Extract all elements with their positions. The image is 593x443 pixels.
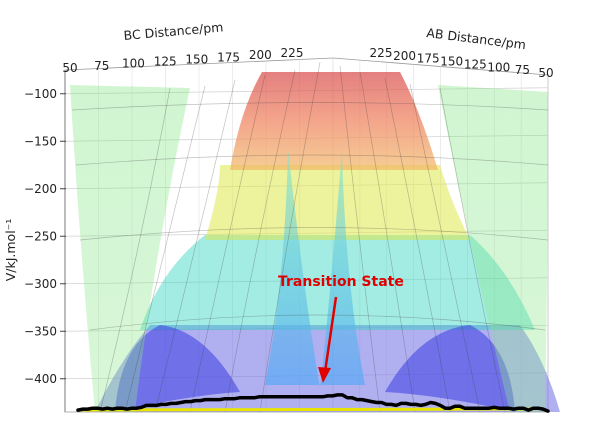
ab-tick-label: 125 [464,57,487,71]
bc-axis-label: BC Distance/pm [123,19,224,43]
right-valley-well [385,325,515,412]
z-tick-label: −150 [24,134,57,148]
bc-tick-label: 150 [185,52,208,66]
bc-tick-label: 200 [249,48,272,62]
bc-tick-label: 225 [281,46,304,60]
bc-tick-label: 75 [94,59,109,73]
transition-state-annotation: Transition State [278,274,404,383]
bc-tick-label: 125 [154,55,177,69]
transition-state-arrow [323,296,338,373]
bc-tick-label: 175 [217,50,240,64]
bc-axis: BC Distance/pm 50 75 100 125 150 175 200 225 [62,19,303,75]
z-tick-label: −350 [24,324,57,338]
ab-axis-label: AB Distance/pm [426,25,527,52]
z-tick-label: −100 [24,87,57,101]
surface-mesh [71,61,549,413]
z-axis: −100 −150 −200 −250 −300 −350 −400 V/kJ.mol⁻¹ [3,70,66,412]
left-wall [70,85,190,412]
ab-tick-label: 175 [417,52,440,66]
left-valley-well [115,325,240,412]
transition-state-arrowhead [318,367,331,383]
ab-tick-label: 100 [487,60,510,74]
surface [70,61,560,413]
bc-tick-label: 50 [62,61,77,75]
ab-tick-label: 150 [440,55,463,69]
trajectory-path [76,393,550,413]
z-axis-label: V/kJ.mol⁻¹ [3,219,18,282]
z-tick-label: −250 [24,229,57,243]
right-wall [438,85,548,412]
ab-tick-label: 75 [515,63,530,77]
ab-tick-label: 225 [370,46,393,60]
baseline-projection [79,407,536,412]
z-tick-label: −300 [24,277,57,291]
z-tick-label: −400 [24,372,57,386]
surface-band-yellow [205,165,470,240]
ab-tick-label: 200 [393,49,416,63]
transition-state-label: Transition State [278,274,404,290]
ab-tick-label: 50 [538,66,553,80]
surface-peak [230,72,438,170]
ab-axis: AB Distance/pm 225 200 175 150 125 100 75 50 [370,25,554,80]
bc-tick-label: 100 [122,57,145,71]
saddle-channel [265,150,365,388]
z-tick-label: −200 [24,182,57,196]
